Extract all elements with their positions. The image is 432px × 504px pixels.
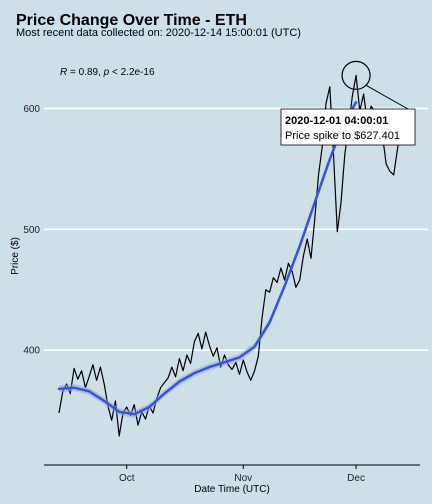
correlation-annotation: R = 0.89, p < 2.2e-16 (60, 67, 155, 78)
callout-box (280, 108, 416, 146)
callout-time: 2020-12-01 04:00:01 (285, 115, 388, 127)
p-value: < 2.2e-16 (109, 67, 155, 78)
x-axis: Oct Nov Dec (119, 465, 365, 484)
y-axis-label: Price ($) (10, 237, 21, 275)
callout-message: Price spike to $627.401 (285, 130, 400, 142)
r-value: = 0.89, (67, 67, 103, 78)
y-tick-label-600: 600 (23, 104, 40, 115)
x-tick-label-oct: Oct (119, 473, 135, 484)
p-symbol: p (103, 67, 110, 78)
chart-title: Price Change Over Time - ETH (16, 12, 247, 29)
spike-highlight-circle (341, 60, 371, 90)
spike-leader-line (365, 84, 409, 110)
y-tick-label-400: 400 (23, 346, 40, 357)
x-tick-label-dec: Dec (347, 473, 365, 484)
x-axis-label: Date Time (UTC) (194, 484, 270, 495)
chart-subtitle: Most recent data collected on: 2020-12-1… (16, 27, 301, 39)
y-axis: 400 500 600 (23, 104, 40, 357)
y-tick-label-500: 500 (23, 225, 40, 236)
spike-callout: 2020-12-01 04:00:01 Price spike to $627.… (280, 108, 416, 146)
x-tick-label-nov: Nov (234, 473, 252, 484)
gridlines (44, 107, 428, 351)
smooth-trend-line (57, 101, 358, 416)
r-symbol: R (60, 67, 67, 78)
